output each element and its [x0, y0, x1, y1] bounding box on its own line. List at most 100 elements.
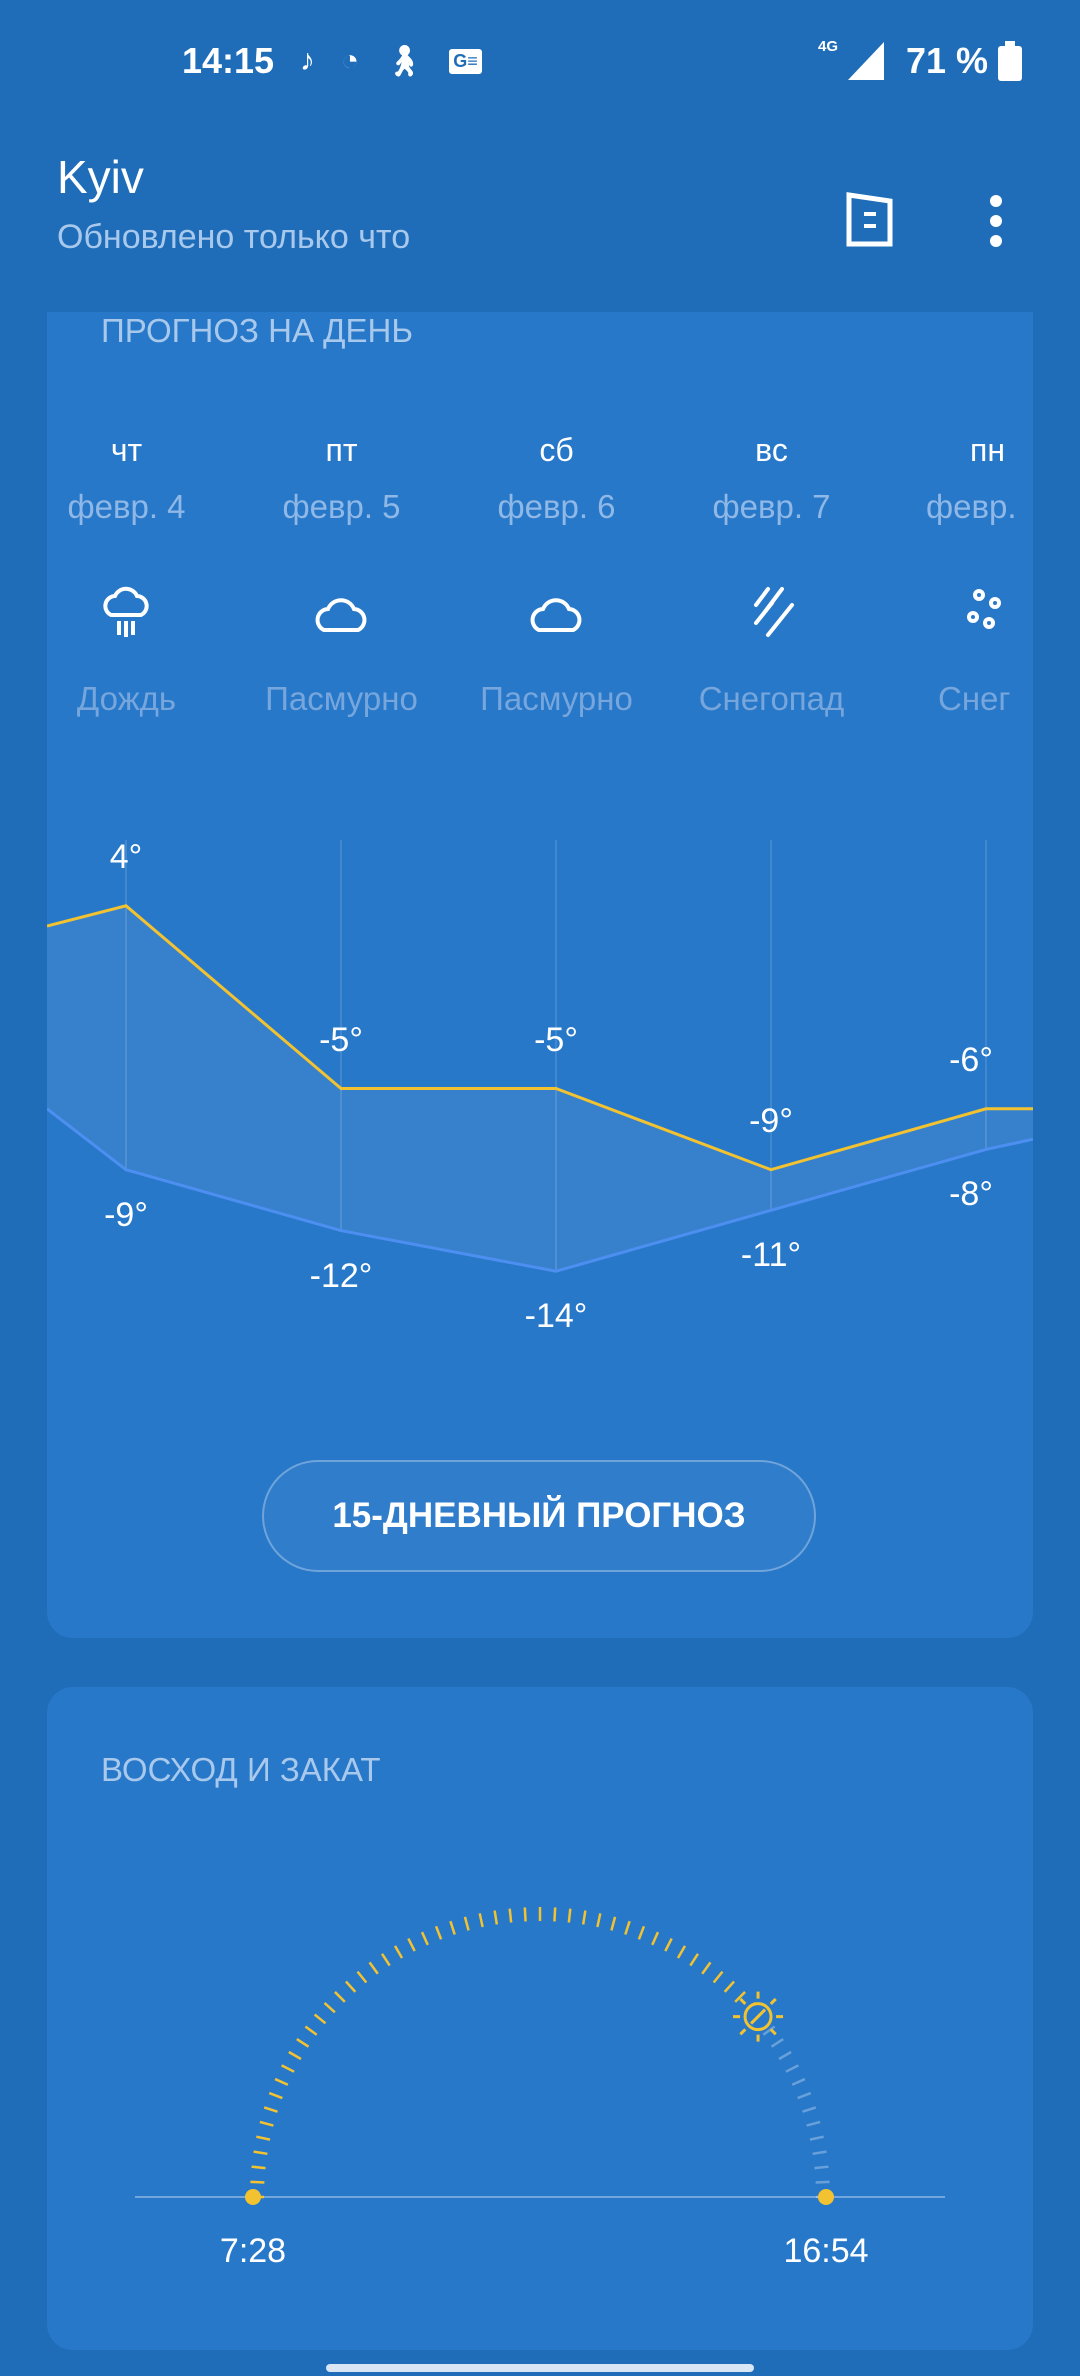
- arc-tick: [553, 1907, 557, 1922]
- arc-tick: [478, 1913, 484, 1928]
- updated-status: Обновлено только что: [57, 218, 411, 256]
- day-date: февр. 5: [282, 488, 401, 525]
- arc-tick: [596, 1913, 602, 1928]
- fifteen-day-forecast-button[interactable]: 15-ДНЕВНЫЙ ПРОГНОЗ: [262, 1460, 816, 1572]
- arc-tick: [651, 1931, 660, 1946]
- arc-tick: [274, 2077, 289, 2086]
- arc-tick: [263, 2106, 278, 2113]
- arc-tick: [345, 1980, 357, 1993]
- day-day: пн: [970, 432, 1005, 468]
- low-temp-label: -14°: [524, 1297, 588, 1336]
- temperature-chart: [47, 840, 1033, 1273]
- low-temperature-line: [47, 1107, 1033, 1273]
- arc-tick: [296, 2038, 310, 2048]
- sunrise-sunset-card: ВОСХОД И ЗАКАТ: [47, 1687, 1033, 2350]
- sun-title: ВОСХОД И ЗАКАТ: [101, 1751, 381, 1788]
- arc-tick: [814, 2165, 829, 2170]
- day-condition: Дождь: [76, 680, 177, 717]
- arc-tick: [259, 2120, 274, 2127]
- sun-arc: [135, 1907, 945, 2205]
- home-indicator[interactable]: [326, 2364, 754, 2372]
- arc-tick: [407, 1938, 416, 1952]
- arc-tick: [493, 1910, 499, 1925]
- arc-tick: [770, 2038, 784, 2048]
- arc-tick: [256, 2135, 271, 2141]
- arc-tick: [420, 1931, 429, 1946]
- low-temp-label: -8°: [949, 1175, 993, 1214]
- day-condition: Снегопад: [698, 680, 845, 717]
- snow-icon: [967, 589, 1001, 629]
- arc-tick: [368, 1961, 379, 1975]
- sunrise-dot: [245, 2189, 261, 2205]
- arc-tick: [701, 1961, 712, 1975]
- arc-tick: [723, 1980, 735, 1993]
- arc-tick: [734, 1991, 746, 2003]
- document-icon[interactable]: [846, 192, 894, 248]
- arc-tick: [250, 2180, 265, 2184]
- arc-tick: [806, 2120, 821, 2127]
- city-title: Kyiv: [57, 151, 144, 203]
- sunrise-time: 7:28: [219, 2232, 287, 2270]
- arc-tick: [449, 1920, 456, 1935]
- arc-tick: [712, 1970, 724, 1984]
- day-date: февр. 4: [67, 488, 186, 525]
- arc-tick: [812, 2150, 827, 2156]
- arc-tick: [664, 1938, 673, 1952]
- high-temp-label: 4°: [109, 837, 143, 876]
- arc-tick: [381, 1953, 391, 1967]
- low-temp-label: -9°: [104, 1195, 148, 1234]
- arc-tick: [785, 2064, 799, 2073]
- battery-icon: [998, 41, 1023, 81]
- arc-tick: [434, 1925, 443, 1940]
- low-temp-label: -11°: [740, 1236, 802, 1275]
- day-condition: Пасмурно: [480, 680, 633, 717]
- day-day: пт: [325, 432, 358, 468]
- arc-tick: [523, 1907, 527, 1922]
- arc-tick: [356, 1970, 368, 1984]
- snowfall-icon: [754, 587, 794, 637]
- battery-text: 71 %: [906, 40, 989, 81]
- arc-tick: [463, 1916, 470, 1931]
- signal-icon: [848, 42, 885, 80]
- rain-icon: [103, 586, 149, 637]
- arc-tick: [281, 2064, 295, 2073]
- arc-tick: [581, 1910, 587, 1925]
- arc-tick: [624, 1920, 631, 1935]
- cloud-icon: [530, 598, 582, 632]
- daily-forecast-card: ПРОГНОЗ НА ДЕНЬ: [47, 312, 1033, 1638]
- arc-tick: [610, 1916, 617, 1931]
- walking-icon: 🚶︎: [385, 44, 424, 78]
- arc-tick: [334, 1991, 346, 2003]
- day-day: вс: [755, 432, 788, 468]
- sun-icon: [733, 1991, 784, 2042]
- day-date: февр. 6: [497, 488, 616, 525]
- arc-tick: [637, 1925, 646, 1940]
- sunset-dot: [818, 2189, 834, 2205]
- arc-tick: [809, 2135, 824, 2141]
- sunset-time: 16:54: [783, 2232, 869, 2270]
- day-date: февр.: [926, 488, 1017, 525]
- arc-tick: [762, 2025, 776, 2036]
- arc-tick: [268, 2091, 283, 2100]
- arc-tick: [251, 2165, 266, 2170]
- arc-tick: [393, 1945, 404, 1959]
- low-temp-label: -12°: [309, 1256, 373, 1295]
- arc-tick: [567, 1908, 572, 1923]
- arc-tick: [323, 2002, 336, 2014]
- arc-tick: [313, 2013, 327, 2025]
- arc-tick: [802, 2106, 817, 2113]
- network-label: 4G: [818, 38, 839, 55]
- news-icon: G≡: [449, 48, 482, 74]
- arc-tick: [676, 1945, 687, 1959]
- cloud-icon: [315, 598, 367, 632]
- tiktok-icon: ♪: [300, 44, 315, 77]
- day-condition: Пасмурно: [265, 680, 418, 717]
- high-temperature-line: [47, 904, 1033, 1172]
- status-right: 4G 71 %: [818, 38, 1023, 84]
- daily-title: ПРОГНОЗ НА ДЕНЬ: [101, 312, 414, 349]
- temperature-range-area: [47, 905, 1033, 1272]
- arc-tick: [797, 2091, 812, 2100]
- status-time: 14:15: [182, 40, 275, 81]
- high-temp-label: -5°: [534, 1020, 578, 1059]
- more-vert-icon[interactable]: [984, 195, 1008, 247]
